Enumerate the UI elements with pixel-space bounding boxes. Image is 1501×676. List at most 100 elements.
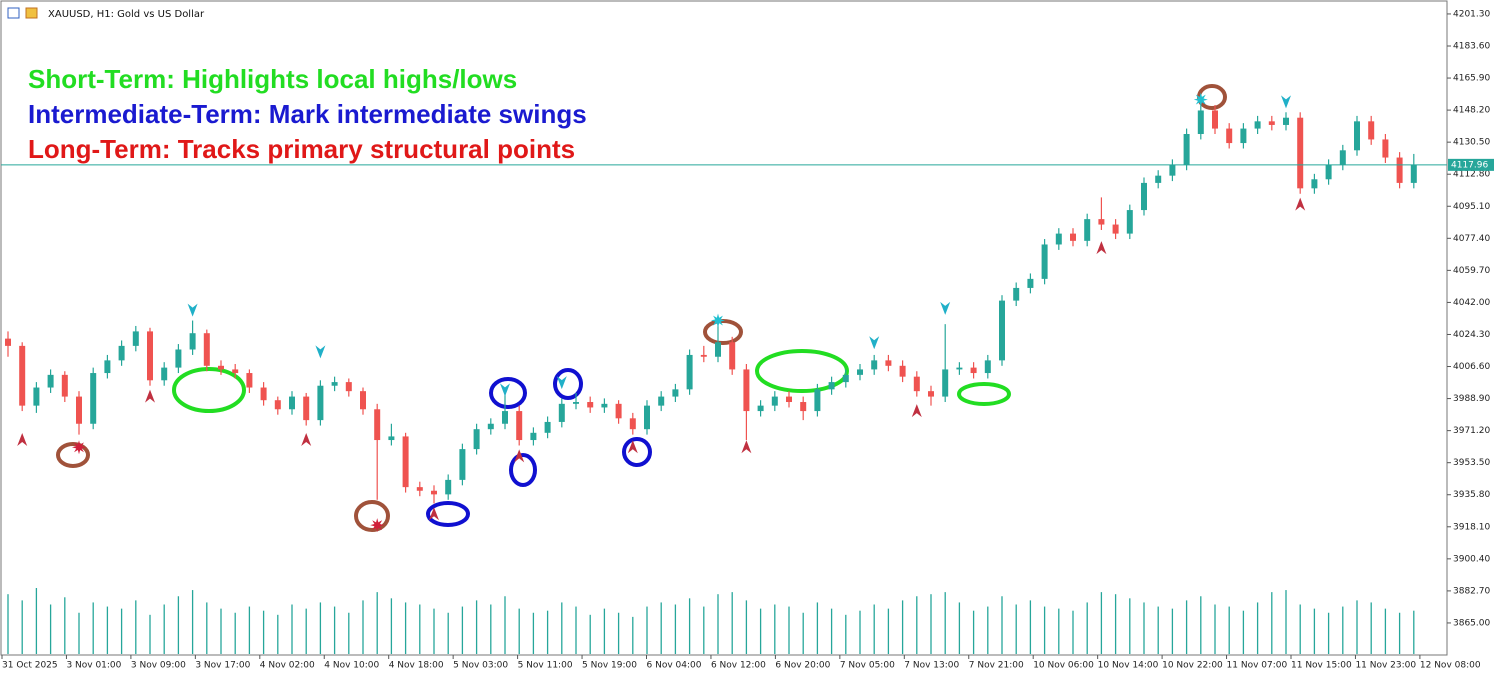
signal-arrow-up [741, 440, 752, 454]
x-tick-label: 7 Nov 21:00 [969, 661, 1024, 671]
candle-body [999, 300, 1005, 361]
candle-body [502, 411, 508, 424]
y-tick-label: 4165.90 [1453, 74, 1490, 84]
candle-body [19, 345, 26, 406]
y-tick-label: 4148.20 [1453, 106, 1490, 116]
candle-body [1354, 121, 1360, 151]
y-tick-label: 4042.00 [1453, 298, 1490, 308]
candle-body [33, 387, 40, 406]
candle-body [161, 367, 168, 381]
candle-body [629, 418, 636, 430]
candle-body [1268, 121, 1275, 125]
candle-body [573, 402, 579, 404]
y-tick-label: 4130.50 [1453, 138, 1490, 148]
y-tick-label: 3918.10 [1453, 522, 1490, 532]
candle-body [431, 490, 437, 495]
ellipse [56, 442, 90, 468]
candle-body [1169, 164, 1176, 176]
y-tick-label: 3865.00 [1453, 618, 1490, 628]
candle-body [47, 374, 54, 388]
y-tick-label: 4059.70 [1453, 266, 1490, 276]
candle-body [1084, 219, 1091, 241]
candle-body [842, 374, 849, 383]
candle-body [1410, 164, 1417, 183]
y-tick-label: 4006.60 [1453, 362, 1490, 372]
y-tick-label: 4112.80 [1453, 170, 1490, 180]
candle-body [260, 387, 267, 401]
signal-arrow-up [1096, 241, 1107, 255]
x-tick-label: 7 Nov 13:00 [904, 661, 959, 671]
ellipse [426, 501, 470, 527]
ellipse [553, 368, 583, 400]
ellipse [622, 437, 652, 467]
candle-body [1254, 121, 1261, 129]
x-tick-label: 12 Nov 08:00 [1420, 661, 1481, 671]
x-tick-label: 7 Nov 05:00 [840, 661, 895, 671]
y-tick-label: 4183.60 [1453, 41, 1490, 51]
candle-body [331, 382, 338, 386]
candle-body [984, 360, 991, 374]
y-tick-label: 3900.40 [1453, 554, 1490, 564]
plot-frame [0, 0, 1448, 656]
icon [7, 7, 20, 19]
candle-body [857, 369, 863, 375]
ellipse [354, 500, 390, 532]
candle-body [587, 402, 594, 408]
candle-body [1112, 224, 1119, 234]
candle-body [1283, 117, 1289, 125]
candle-body [1339, 150, 1346, 165]
x-tick-label: 4 Nov 10:00 [324, 661, 379, 671]
candle-body [828, 382, 835, 390]
candle-body [445, 479, 452, 495]
x-tick-label: 6 Nov 04:00 [647, 661, 702, 671]
candle-body [76, 396, 82, 424]
x-tick-label: 11 Nov 23:00 [1355, 661, 1416, 671]
candle-body [1013, 287, 1020, 301]
x-tick-label: 6 Nov 12:00 [711, 661, 766, 671]
candle-body [771, 396, 778, 406]
signal-arrow-down [315, 345, 326, 359]
ellipse [509, 453, 537, 487]
candle-body [956, 367, 963, 370]
signal-arrow-up [514, 449, 525, 463]
candle-body [317, 385, 324, 421]
candle-body [1070, 233, 1076, 241]
candle-body [800, 402, 807, 412]
candle-body [899, 365, 906, 377]
candle-body [1141, 182, 1147, 211]
candle-body [175, 349, 182, 368]
current-price-box [1448, 158, 1494, 171]
candle-body [913, 376, 920, 392]
signal-star [711, 313, 725, 328]
candle-body [885, 360, 892, 366]
y-tick-label: 3971.20 [1453, 426, 1490, 436]
candle-body [388, 436, 395, 441]
ellipse [957, 382, 1011, 406]
candle-body [104, 360, 111, 374]
candle-body [644, 405, 650, 430]
candle-body [1396, 157, 1403, 183]
y-tick-label: 3953.50 [1453, 458, 1490, 468]
x-tick-label: 6 Nov 20:00 [775, 661, 830, 671]
y-tick-label: 4201.30 [1453, 9, 1490, 19]
candle-body [1368, 121, 1375, 140]
candle-body [601, 403, 608, 408]
candle-body [147, 331, 153, 381]
candle-body [729, 342, 736, 370]
candle-body [118, 345, 125, 361]
candle-body [459, 449, 466, 480]
x-tick-label: 10 Nov 06:00 [1033, 661, 1094, 671]
candle-body [289, 396, 295, 410]
signal-arrow-up [301, 433, 312, 447]
candle-body [274, 400, 281, 410]
signal-star [370, 518, 385, 533]
signal-arrow-up [911, 404, 922, 418]
candle-body [700, 354, 707, 357]
current-price-label: 4117.96 [1451, 160, 1488, 170]
candle-body [970, 367, 977, 374]
y-tick-label: 4095.10 [1453, 202, 1490, 212]
candle-body [715, 342, 721, 357]
candle-body [5, 338, 11, 346]
candle-body [871, 360, 878, 370]
x-tick-label: 3 Nov 17:00 [195, 661, 250, 671]
